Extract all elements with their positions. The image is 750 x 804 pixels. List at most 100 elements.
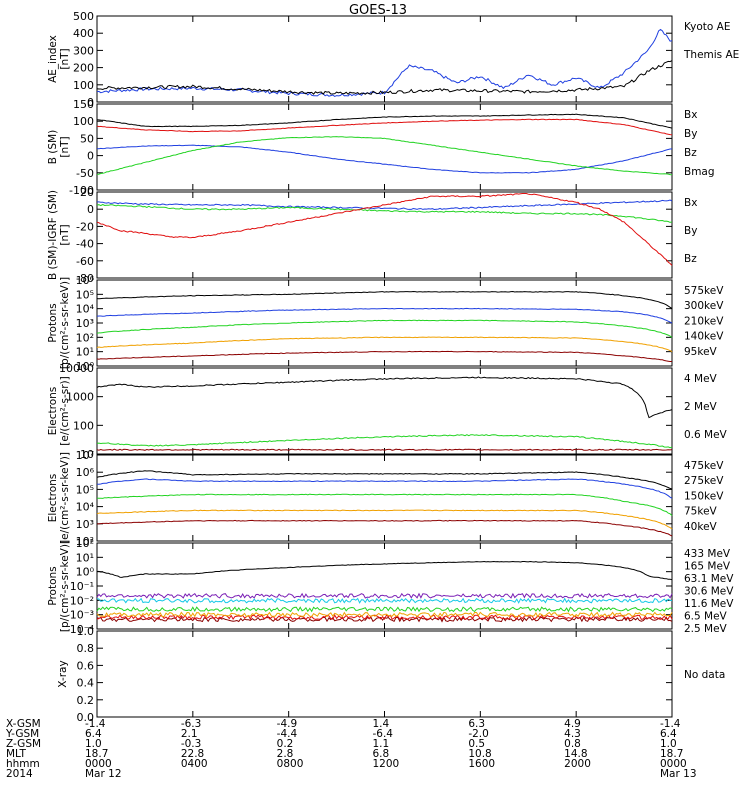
ephemeris-value: 6.3 (468, 718, 485, 730)
panel-7-ytick-label: 10¹ (76, 551, 94, 564)
series-0.6-mev-line (96, 376, 673, 419)
ephemeris-value: 1.4 (373, 718, 390, 730)
legend-140kev: 140keV (684, 331, 724, 343)
panel-1-ytick-label: 400 (73, 27, 94, 40)
panel-2-ytick-label: -50 (76, 167, 94, 180)
panel-2-ylabel: [nT] (59, 136, 71, 157)
legend-300kev: 300keV (684, 300, 724, 312)
ephemeris-value: -6.4 (373, 728, 394, 740)
panel-3-ytick-label: -60 (76, 255, 94, 268)
legend-2-mev: 2 MeV (684, 401, 718, 413)
ephemeris-value: -2.0 (468, 728, 489, 740)
legend-433-mev: 433 MeV (684, 548, 731, 560)
panel-8-frame (96, 630, 673, 718)
panel-5-ytick-label: 1000 (66, 391, 94, 404)
ephemeris-row-label: X-GSM (6, 718, 41, 730)
panel-4-ytick-label: 10³ (76, 317, 94, 330)
ephemeris-value: 0.8 (564, 738, 581, 750)
panel-2-ytick-label: 150 (73, 98, 94, 111)
series-575kev-line (96, 350, 672, 362)
panel-2-ytick-label: 0 (87, 150, 94, 163)
ephemeris-value: 4.9 (564, 718, 581, 730)
legend-bz: Bz (684, 253, 697, 265)
series-bmag-line (96, 113, 673, 129)
panel-2-ytick-label: 100 (73, 115, 94, 128)
panel-1-ylabel: [nT] (59, 48, 71, 69)
series-bz-line (96, 193, 673, 266)
panel-6-ytick-label: 10⁶ (76, 466, 95, 479)
series-75kev-line (96, 478, 673, 499)
legend-30.6-mev: 30.6 MeV (684, 586, 734, 598)
panel-3-ylabel: [nT] (59, 224, 71, 245)
ephemeris-value: 0800 (277, 758, 304, 770)
ephemeris-value: 1.0 (660, 738, 677, 750)
series-210kev-line (96, 319, 673, 338)
legend-475kev: 475keV (684, 460, 724, 472)
panel-4-ytick-label: 10⁶ (76, 274, 95, 287)
ephemeris-value: 0.2 (277, 738, 294, 750)
series-11.6-mev-line (96, 597, 673, 604)
panel-1-ytick-label: 500 (73, 10, 94, 23)
panel-4-ylabel: [p/(cm²-s-sr-keV)] (59, 277, 71, 369)
panel-2-ytick-label: 50 (80, 132, 94, 145)
series-40kev-line (96, 470, 673, 490)
panel-4-ytick-label: 10⁰ (76, 360, 95, 373)
ephemeris-value: 2.8 (277, 748, 294, 760)
legend-0.6-mev: 0.6 MeV (684, 429, 728, 441)
series-2.5-mev-line (96, 560, 673, 581)
ephemeris-value: -6.3 (181, 718, 202, 730)
series-bx-line (96, 144, 673, 174)
panel-1-ytick-label: 300 (73, 44, 94, 57)
series-2-mev-line (96, 434, 673, 449)
ephemeris-value: 1200 (373, 758, 400, 770)
ephemeris-value: -0.3 (181, 738, 202, 750)
legend-575kev: 575keV (684, 285, 724, 297)
series-150kev-line (96, 493, 673, 516)
panel-1-ylabel: AE_index (47, 35, 59, 83)
panel-4-ytick-label: 10⁴ (76, 303, 95, 316)
legend-40kev: 40keV (684, 521, 718, 533)
ephemeris-value: -1.4 (85, 718, 106, 730)
panel-8-ytick-label: 0.8 (77, 642, 95, 655)
panel-7-ytick-label: 10² (76, 537, 94, 550)
ephemeris-row-label: hhmm (6, 758, 40, 770)
panel-1-ytick-label: 100 (73, 79, 94, 92)
panel-6-ylabel: Electrons (47, 474, 59, 523)
series-themis-ae-line (96, 60, 673, 96)
panel-6-ytick-label: 10⁷ (76, 449, 94, 462)
ephemeris-value: 6.8 (373, 748, 390, 760)
ephemeris-value: 0400 (181, 758, 208, 770)
chart-title: GOES-13 (349, 3, 407, 18)
ephemeris-value: 0.5 (468, 738, 485, 750)
ephemeris-row-label: 2014 (6, 768, 33, 780)
series-6.5-mev-line (96, 592, 673, 599)
ephemeris-value: 6.4 (660, 728, 677, 740)
series-4-mev-line (96, 448, 673, 451)
legend-bx: Bx (684, 109, 697, 121)
legend-210kev: 210keV (684, 315, 724, 327)
legend-11.6-mev: 11.6 MeV (684, 598, 734, 610)
ephemeris-value: -1.4 (660, 718, 681, 730)
panel-8-ytick-label: 0.6 (77, 659, 95, 672)
legend-165-mev: 165 MeV (684, 561, 731, 573)
panel-6-ylabel: [e/(cm²-s-sr-keV)] (59, 452, 71, 544)
panel-1-ytick-label: 200 (73, 62, 94, 75)
panel-3-ytick-label: -40 (76, 238, 94, 251)
panel-3-ytick-label: -20 (76, 220, 94, 233)
panel-3-ytick-label: -80 (76, 272, 94, 285)
ephemeris-value: 1.1 (373, 738, 390, 750)
ephemeris-value: Mar 13 (660, 768, 697, 780)
panel-4-ytick-label: 10⁵ (76, 288, 94, 301)
ephemeris-value: 18.7 (660, 748, 683, 760)
panel-7-ytick-label: 10⁻³ (70, 609, 94, 622)
ephemeris-value: 22.8 (181, 748, 204, 760)
panel-8-ytick-label: 1.0 (77, 625, 95, 638)
panel-7-frame (96, 542, 673, 630)
panel-6-ytick-label: 10⁵ (76, 483, 94, 496)
ephemeris-value: 4.3 (564, 728, 581, 740)
panel-7-ytick-label: 10⁻¹ (70, 580, 94, 593)
panel-7-ytick-label: 10⁻⁴ (70, 623, 95, 636)
panel-8-ytick-label: 0.0 (77, 711, 95, 724)
ephemeris-row-label: Y-GSM (5, 728, 39, 740)
